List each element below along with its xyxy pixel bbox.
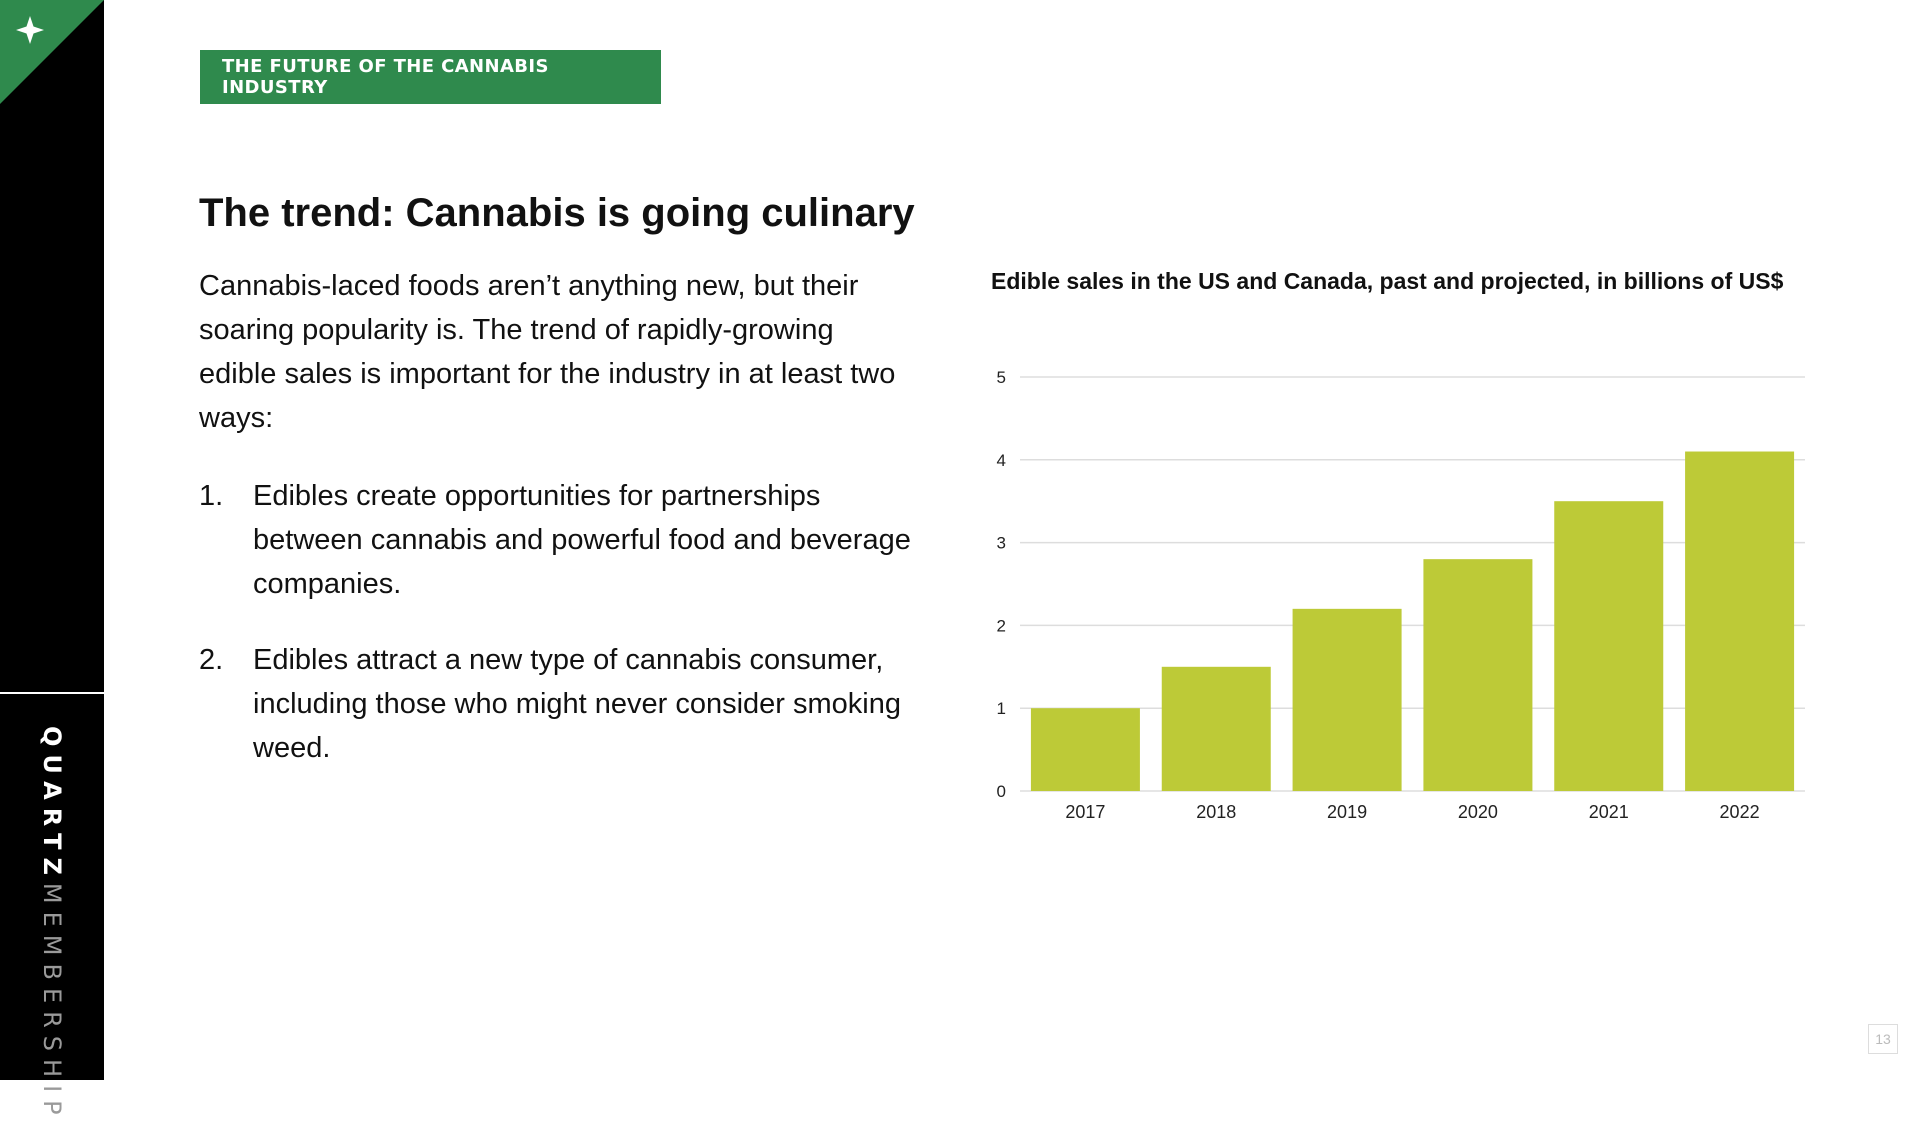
- y-tick-label: 0: [997, 782, 1006, 801]
- page-number: 13: [1868, 1024, 1898, 1054]
- x-tick-label: 2021: [1589, 802, 1629, 822]
- y-tick-label: 2: [997, 616, 1006, 635]
- bar-chart: 0 1 2 3 4 5 2017 2018 2019 2020 2021 2022: [980, 360, 1810, 845]
- y-tick-label: 4: [997, 451, 1006, 470]
- list-item: 1. Edibles create opportunities for part…: [199, 474, 929, 606]
- brand-bold: QUARTZ: [38, 726, 66, 883]
- chart-svg: 0 1 2 3 4 5 2017 2018 2019 2020 2021 2022: [997, 368, 1805, 822]
- chart-title: Edible sales in the US and Canada, past …: [991, 268, 1784, 294]
- bar-layer: [1030, 451, 1795, 791]
- x-tick-label: 2020: [1458, 802, 1498, 822]
- x-tick-label: 2019: [1327, 802, 1367, 822]
- x-tick-labels: 2017 2018 2019 2020 2021 2022: [1065, 802, 1759, 822]
- brand-light: MEMBERSHIP: [38, 882, 66, 1123]
- x-tick-label: 2017: [1065, 802, 1105, 822]
- brand-wordmark: QUARTZMEMBERSHIP: [38, 726, 66, 1123]
- y-tick-label: 1: [997, 699, 1006, 718]
- grid-layer: [1020, 376, 1805, 792]
- list-item-number: 1.: [199, 480, 224, 512]
- y-tick-labels: 0 1 2 3 4 5: [997, 368, 1006, 801]
- points-list: 1. Edibles create opportunities for part…: [199, 474, 929, 802]
- section-tag: THE FUTURE OF THE CANNABIS INDUSTRY: [200, 50, 661, 104]
- list-item: 2. Edibles attract a new type of cannabi…: [199, 638, 929, 770]
- bar-2020: [1423, 559, 1533, 791]
- list-item-number: 2.: [199, 644, 224, 676]
- bar-2019: [1292, 608, 1402, 791]
- sidebar: QUARTZMEMBERSHIP: [0, 0, 104, 1123]
- y-tick-label: 5: [997, 368, 1006, 387]
- page-title: The trend: Cannabis is going culinary: [199, 191, 915, 235]
- list-item-text: Edibles create opportunities for partner…: [253, 480, 911, 600]
- sparkle-icon: [0, 0, 104, 104]
- bar-2018: [1161, 666, 1271, 791]
- bar-2022: [1685, 451, 1795, 791]
- bar-2017: [1030, 708, 1140, 791]
- intro-paragraph: Cannabis-laced foods aren’t anything new…: [199, 270, 896, 434]
- sidebar-divider: [0, 692, 104, 694]
- y-tick-label: 3: [997, 534, 1006, 553]
- bar-2021: [1554, 501, 1664, 791]
- x-tick-label: 2018: [1196, 802, 1236, 822]
- list-item-text: Edibles attract a new type of cannabis c…: [253, 644, 902, 764]
- x-tick-label: 2022: [1720, 802, 1760, 822]
